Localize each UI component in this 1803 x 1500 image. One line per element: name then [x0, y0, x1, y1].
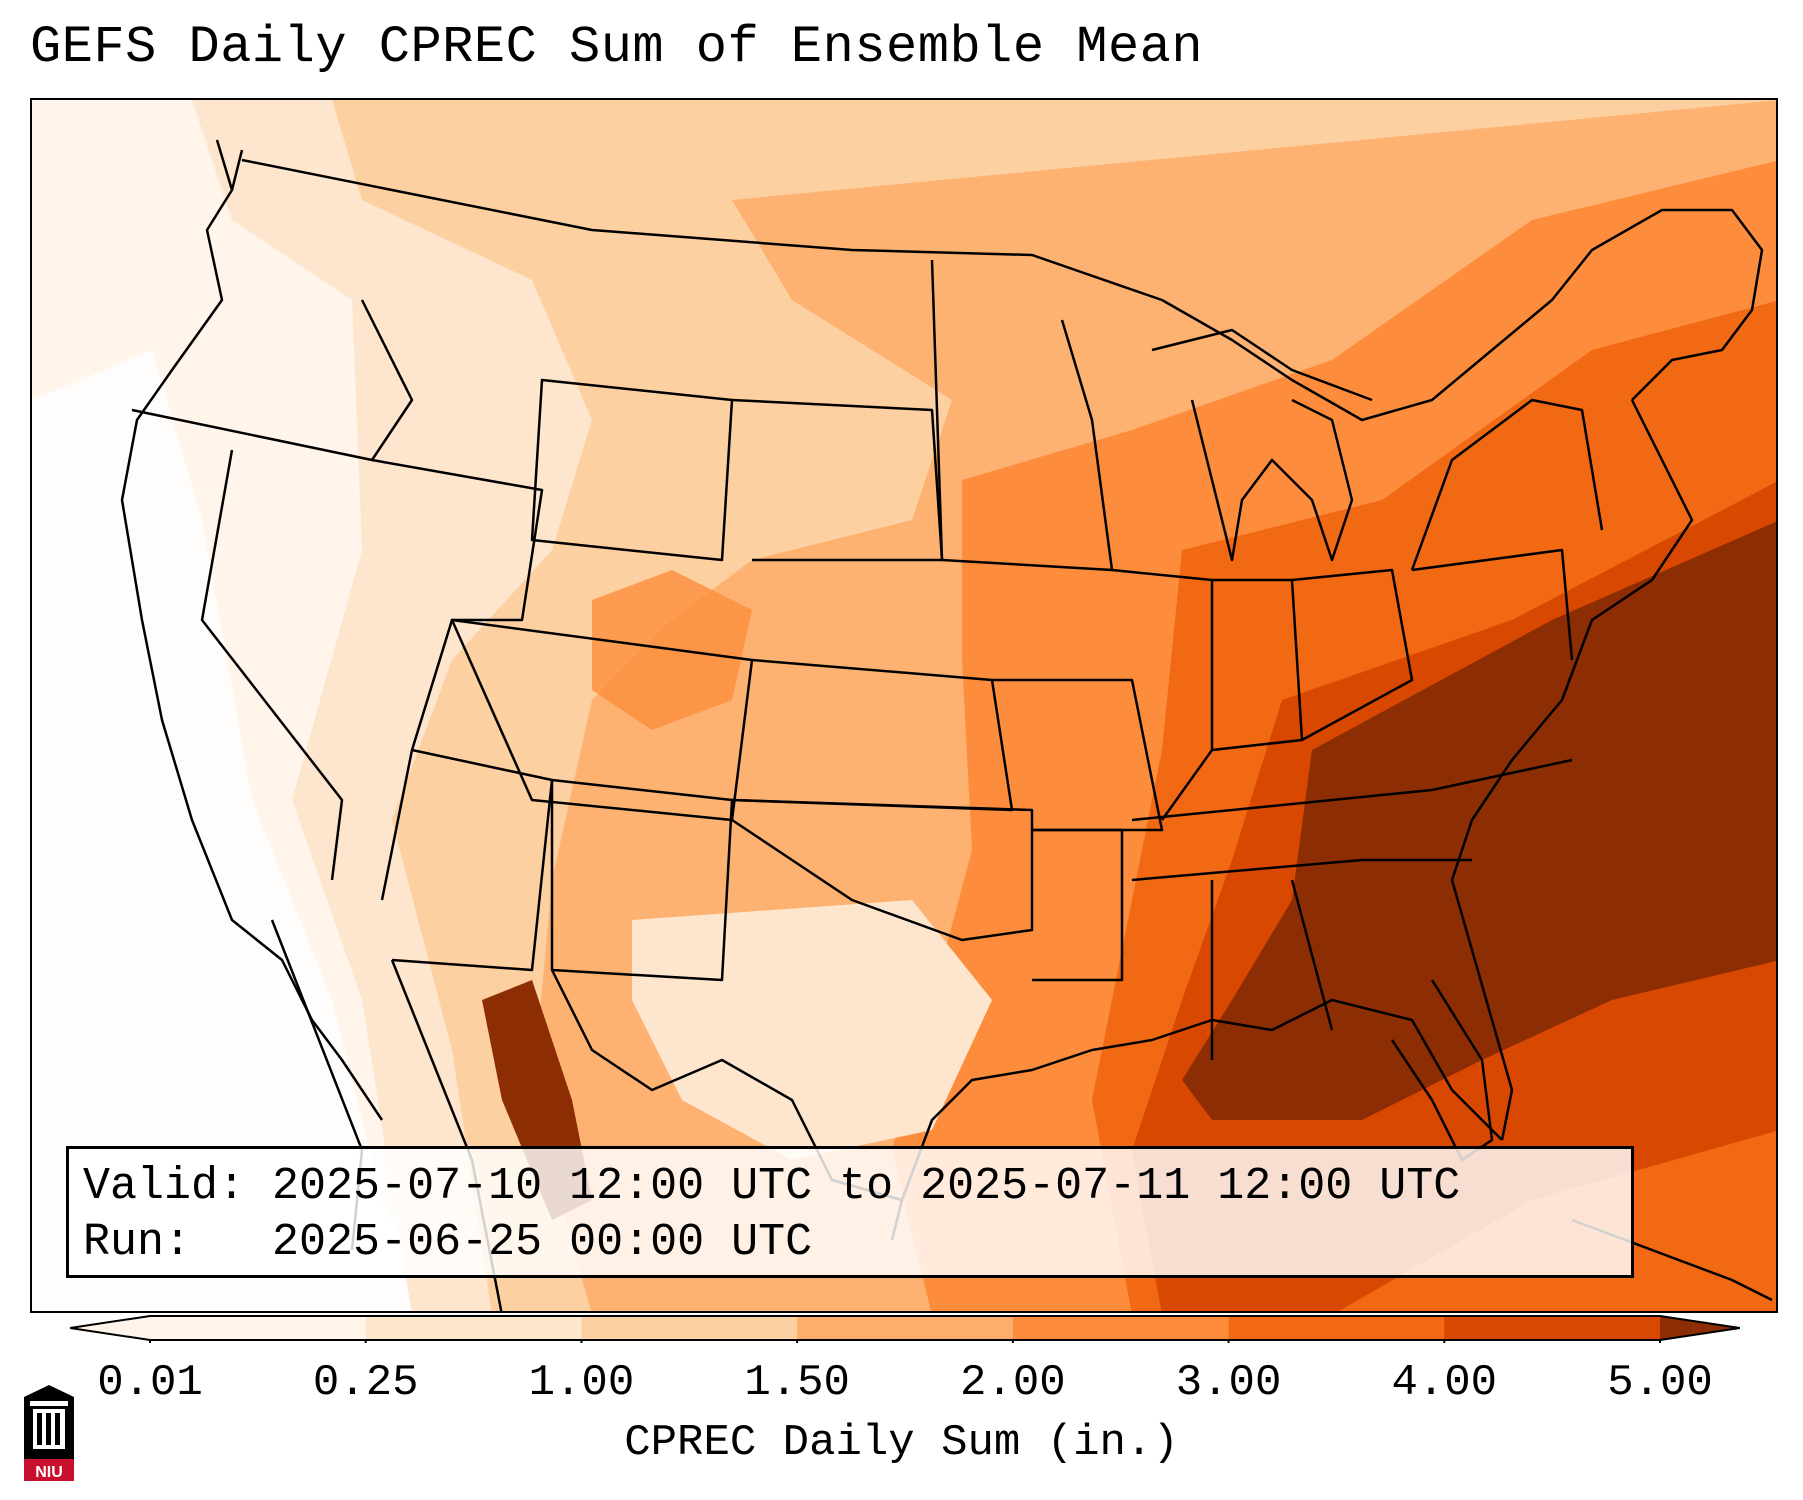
boundary-lines: [120, 139, 1773, 1311]
nevada-california-border: [200, 449, 344, 881]
tennessee-north-line: [1131, 758, 1573, 822]
colorbar-tick-label: 0.01: [97, 1358, 203, 1408]
us-canada-border: [241, 158, 1163, 302]
colorbar-segment: [150, 1316, 367, 1340]
colorbar-segment: [1012, 1316, 1230, 1340]
colorbar: [70, 1315, 1740, 1343]
alabama-georgia-line: [1290, 879, 1334, 1031]
oklahoma-outline: [731, 798, 1034, 942]
precip-region-5in: [1182, 521, 1776, 1120]
colorbar-extend-low: [70, 1316, 150, 1340]
colorbar-label: CPREC Daily Sum (in.): [624, 1418, 1179, 1468]
nevada-utah-border: [371, 458, 544, 901]
colorbar-segment: [797, 1316, 1014, 1340]
chart-title: GEFS Daily CPREC Sum of Ensemble Mean: [30, 18, 1204, 77]
colorbar-outline: [70, 1315, 1740, 1341]
michigan-outline: [1190, 398, 1354, 562]
lake-superior-shore: [1151, 328, 1373, 402]
new-york-outline: [1410, 398, 1604, 571]
colorbar-tick-label: 3.00: [1175, 1358, 1282, 1408]
valid-value: 2025-07-10 12:00 UTC to 2025-07-11 12:00…: [272, 1161, 1461, 1212]
great-lakes-canada-line: [1161, 208, 1764, 422]
indiana-outline: [1211, 578, 1304, 752]
logo-text: NIU: [35, 1464, 63, 1481]
colorbar-tick-label: 5.00: [1607, 1358, 1713, 1408]
tennessee-south-line: [1131, 858, 1472, 882]
wyoming-outline: [530, 378, 734, 562]
niu-logo: NIU: [24, 1385, 74, 1481]
puget-sound: [230, 149, 244, 191]
map-canvas: [32, 100, 1776, 1311]
colorbar-segment: [1444, 1316, 1661, 1340]
arizona-outline: [391, 748, 554, 972]
colorbar-segments: [70, 1316, 1740, 1340]
colorbar-tick-label: 1.00: [528, 1358, 635, 1408]
oregon-idaho-border: [131, 299, 414, 462]
arkansas-outline: [1032, 828, 1124, 982]
colorbar-segment: [1228, 1316, 1445, 1340]
colorbar-tick-label: 2.00: [960, 1358, 1066, 1408]
pennsylvania-outline: [1411, 548, 1574, 661]
atlantic-coastline: [1450, 399, 1694, 1141]
run-value: 2025-06-25 00:00 UTC: [272, 1217, 813, 1268]
colorbar-segment: [581, 1316, 798, 1340]
colorbar-extend-high: [1660, 1316, 1740, 1340]
valid-time-box: Valid: 2025-07-10 12:00 UTC to 2025-07-1…: [66, 1146, 1634, 1278]
new-mexico-outline: [550, 778, 734, 982]
run-label: Run:: [83, 1217, 192, 1268]
dakotas-outline: [731, 398, 944, 562]
precipitation-map: [30, 98, 1778, 1313]
ohio-outline: [1291, 568, 1414, 742]
colorbar-tick-label: 4.00: [1391, 1358, 1498, 1408]
illinois-outline: [1111, 568, 1214, 821]
kansas-outline: [731, 658, 1014, 812]
colorbar-segment: [365, 1316, 582, 1340]
valid-label: Valid:: [83, 1161, 246, 1212]
colorbar-tick-label: 1.50: [744, 1358, 850, 1408]
colorbar-tick-label: 0.25: [312, 1358, 419, 1408]
gulf-coastline: [890, 998, 1503, 1241]
